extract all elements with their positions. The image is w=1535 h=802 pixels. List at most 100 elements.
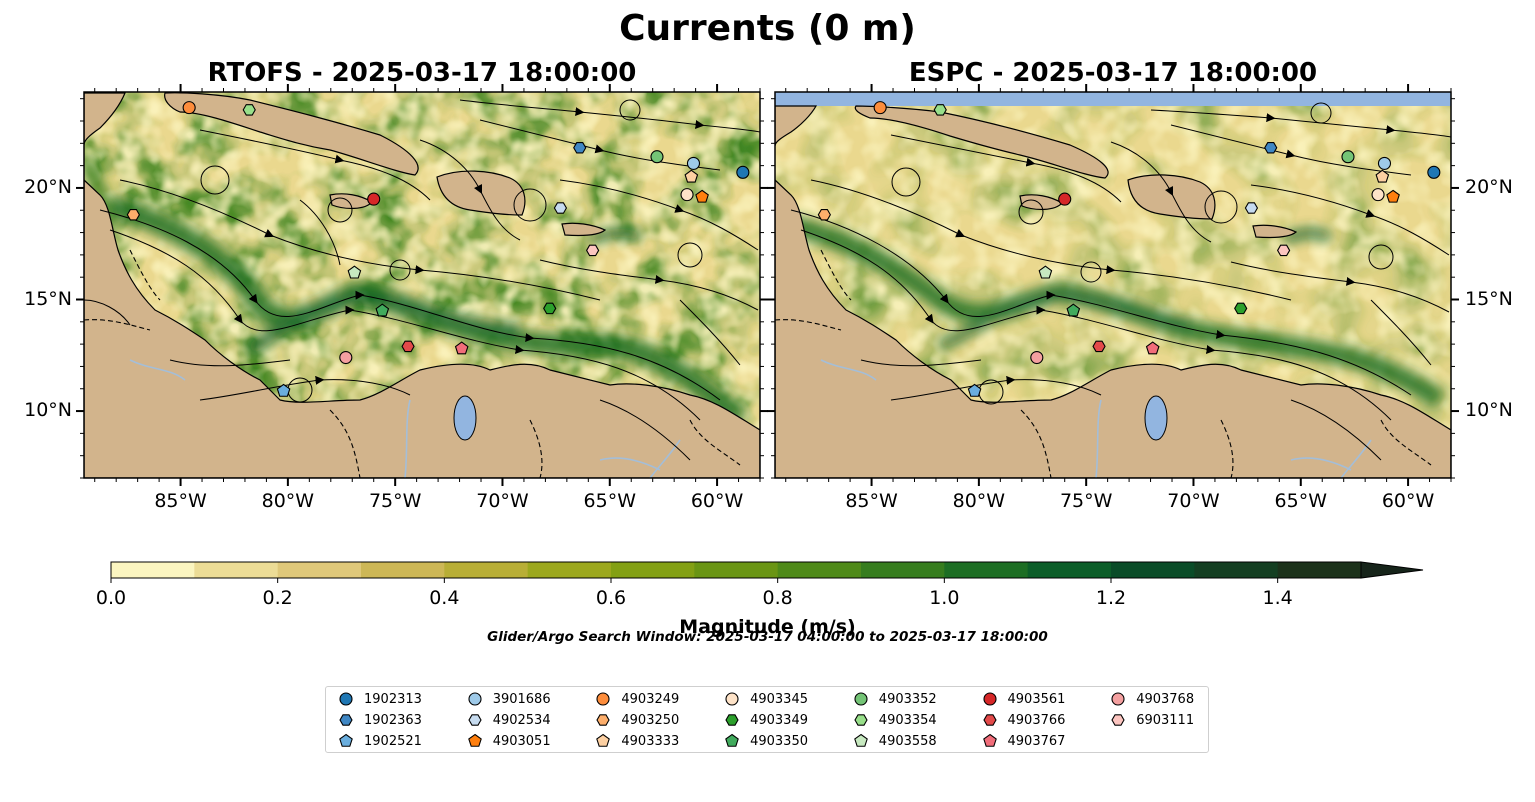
legend-label: 4903345	[750, 691, 808, 707]
float-marker-4903349	[543, 302, 557, 315]
circle-marker-icon	[596, 692, 610, 706]
y-tick-label: 15°N	[24, 287, 72, 310]
colorbar-bin	[944, 562, 1029, 578]
legend-marker-4903561	[982, 692, 997, 706]
float-marker-4903249	[182, 101, 196, 115]
legend-label: 4903767	[1007, 733, 1066, 749]
legend-marker-1902313	[339, 692, 353, 706]
float-marker-4903558	[347, 265, 362, 279]
colorbar-bin	[444, 562, 529, 578]
colorbar-frame	[110, 561, 1362, 579]
float-marker-3901686	[686, 156, 701, 170]
colorbar-extend-arrow	[1360, 561, 1424, 579]
float-marker-6903111	[1276, 244, 1291, 257]
x-tick-label: 70°W	[1167, 490, 1220, 512]
legend-label: 4903249	[621, 691, 680, 707]
float-marker-1902313	[736, 165, 750, 179]
streamlines-rtofs	[84, 99, 760, 461]
legend-marker-4903250	[596, 714, 611, 726]
colorbar-bin	[111, 562, 195, 578]
rivers-rtofs	[129, 359, 681, 478]
circle-marker-icon	[1111, 692, 1125, 706]
land-rtofs	[84, 92, 760, 478]
float-marker-4903051	[695, 189, 709, 203]
colorbar-tick-label: 1.2	[1095, 587, 1127, 609]
x-tick-label: 85°W	[154, 490, 207, 512]
legend-item: 4903051	[467, 731, 551, 751]
colorbar-bin	[611, 562, 695, 578]
pentagon-marker-icon	[596, 733, 611, 747]
legend-marker-4903249	[596, 692, 610, 706]
borders-rtofs	[84, 249, 741, 478]
y-tick-label: 10°N	[1465, 399, 1513, 422]
legend-marker-1902363	[339, 714, 353, 726]
legend-marker-4903350	[725, 733, 739, 747]
legend-item: 4903558	[853, 731, 937, 751]
legend-label: 4903561	[1007, 691, 1066, 707]
legend-item: 1902363	[338, 710, 422, 730]
figure-title: Currents (0 m)	[619, 8, 916, 49]
colorbar-bin	[1111, 562, 1195, 578]
legend-label: 4903558	[878, 733, 937, 749]
legend-marker-3901686	[468, 692, 482, 706]
legend-label: 4903333	[621, 733, 680, 749]
hexagon-marker-icon	[982, 714, 997, 726]
lake-maracaibo-rtofs	[453, 395, 477, 441]
colorbar-tick-label: 0.6	[595, 587, 627, 609]
legend-label: 4903051	[492, 733, 551, 749]
legend-label: 1902363	[364, 712, 422, 728]
map-frame-espc	[774, 91, 1452, 479]
axis-ticks	[76, 84, 1459, 486]
colorbar-bin	[361, 562, 445, 578]
legend-item: 4903766	[982, 710, 1065, 730]
float-markers-rtofs	[126, 101, 750, 397]
legend-marker-4903767	[982, 733, 997, 747]
legend-label: 4903768	[1136, 691, 1195, 707]
hexagon-marker-icon	[596, 714, 611, 726]
circle-marker-icon	[982, 692, 997, 706]
eddies-rtofs	[200, 99, 703, 403]
map-figure	[76, 84, 1459, 583]
float-marker-6903111	[585, 244, 600, 257]
colorbar-bin	[194, 562, 279, 578]
float-marker-4903345	[1371, 188, 1385, 202]
y-tick-label: 15°N	[1465, 287, 1513, 310]
legend-item: 4903345	[724, 689, 808, 709]
colorbar-tick-label: 0.2	[262, 587, 293, 609]
hexagon-marker-icon	[468, 714, 482, 726]
y-tick-label: 20°N	[24, 175, 72, 198]
map-panel-espc	[775, 92, 1451, 478]
float-marker-4903767	[454, 341, 469, 355]
float-marker-4903349	[1234, 302, 1248, 315]
x-tick-label: 80°W	[261, 490, 315, 512]
x-tick-label: 75°W	[368, 490, 422, 512]
legend-marker-4903558	[853, 733, 868, 747]
float-marker-4903766	[401, 340, 415, 353]
legend-marker-4903352	[854, 692, 868, 706]
colorbar-bin	[277, 562, 362, 578]
colorbar-bin	[1194, 562, 1279, 578]
no-data-band-espc	[775, 92, 1451, 106]
legend-item: 4903249	[595, 689, 679, 709]
legend-marker-4903354	[854, 714, 868, 726]
pentagon-marker-icon	[725, 733, 739, 747]
float-marker-4903352	[1341, 150, 1355, 164]
colorbar-bin	[1027, 562, 1112, 578]
legend-item: 4903352	[853, 689, 937, 709]
hexagon-marker-icon	[725, 714, 739, 726]
circle-marker-icon	[854, 692, 868, 706]
circle-marker-icon	[468, 692, 482, 706]
hexagon-marker-icon	[339, 714, 353, 726]
circle-marker-icon	[725, 692, 739, 706]
legend-item: 4903767	[982, 731, 1066, 751]
legend-marker-4903051	[467, 733, 482, 747]
legend-marker-1902521	[339, 733, 353, 747]
legend-label: 1902313	[364, 691, 422, 707]
float-marker-1902521	[967, 383, 982, 397]
pentagon-marker-icon	[853, 733, 868, 747]
legend-label: 4903354	[878, 712, 937, 728]
x-tick-label: 70°W	[476, 490, 529, 512]
float-marker-4903558	[1038, 265, 1053, 279]
legend-label: 4903352	[878, 691, 937, 707]
legend-item: 4903768	[1110, 689, 1194, 709]
